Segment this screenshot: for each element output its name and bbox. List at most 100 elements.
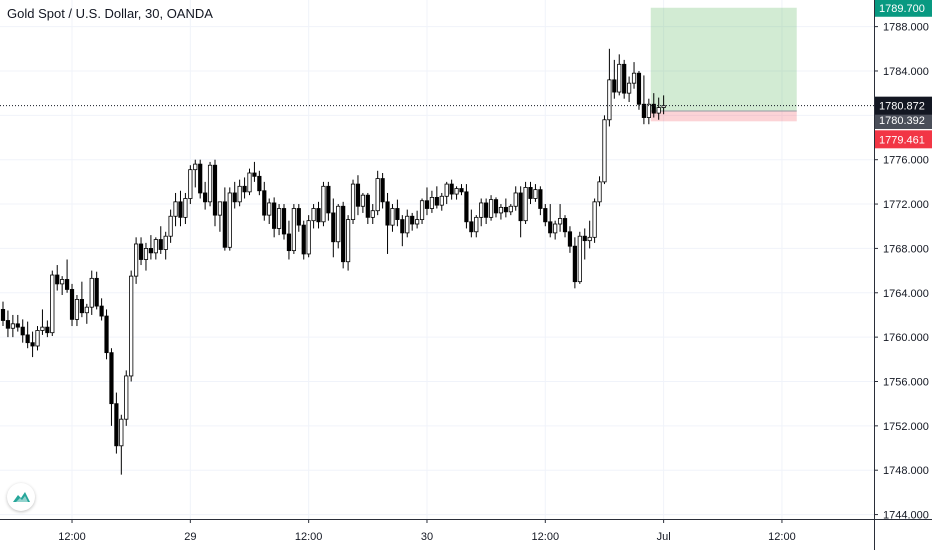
candle-body xyxy=(286,233,292,252)
candle-body xyxy=(557,218,563,225)
candle-body xyxy=(479,202,484,218)
target-price-tag-bg xyxy=(875,0,932,17)
candle-body xyxy=(64,279,70,290)
candle-body xyxy=(405,215,410,234)
candle-body xyxy=(641,103,647,118)
candle-body xyxy=(355,183,361,207)
time-tick-label: Jul xyxy=(657,531,671,543)
candle-body xyxy=(410,215,415,225)
candle-body xyxy=(193,163,198,171)
candle-body xyxy=(341,205,346,263)
candle-body xyxy=(592,201,597,238)
candle-body xyxy=(400,219,405,234)
candle-body xyxy=(291,208,296,252)
candle-body xyxy=(257,175,262,192)
time-tick-label: 29 xyxy=(184,531,196,543)
time-tick-label: 12:00 xyxy=(295,531,323,543)
candle-body xyxy=(237,185,242,203)
candle-body xyxy=(262,190,267,216)
candle-body xyxy=(124,375,129,420)
candle-body xyxy=(577,235,582,283)
candle-body xyxy=(281,208,287,235)
candle-body xyxy=(45,326,50,334)
candle-body xyxy=(434,196,439,206)
candle-body xyxy=(35,330,40,347)
candle-body xyxy=(94,277,99,307)
candle-body xyxy=(518,192,523,222)
tradingview-logo-icon[interactable] xyxy=(7,483,35,511)
candle-body xyxy=(498,206,504,214)
candle-body xyxy=(449,183,454,195)
candle-body xyxy=(627,82,632,94)
candle-body xyxy=(276,208,282,229)
candle-body xyxy=(183,198,188,218)
candle-body xyxy=(553,223,558,234)
candle-body xyxy=(617,63,622,93)
candle-body xyxy=(10,323,15,329)
candle-body xyxy=(503,206,508,213)
candle-body xyxy=(79,299,84,314)
candle-body xyxy=(203,192,208,203)
candle-body xyxy=(612,79,617,93)
candle-body xyxy=(311,208,316,222)
candle-body xyxy=(488,199,494,218)
candle-body xyxy=(429,196,435,209)
candle-body xyxy=(40,326,45,331)
candle-body xyxy=(69,289,75,320)
price-tick-label: 1776.000 xyxy=(883,155,929,167)
candle-body xyxy=(597,181,602,203)
price-tick-label: 1764.000 xyxy=(883,288,929,300)
candle-body xyxy=(454,188,459,195)
candle-body xyxy=(188,169,193,199)
candle-body xyxy=(651,103,656,114)
candle-body xyxy=(607,79,612,121)
time-tick-label: 12:00 xyxy=(58,531,86,543)
candle-body xyxy=(242,185,247,193)
target-price-tag: 1789.700 xyxy=(879,3,925,15)
candle-body xyxy=(296,208,301,226)
candle-body xyxy=(390,208,395,226)
candle-body xyxy=(272,202,277,229)
candle-body xyxy=(395,208,400,220)
current-price-tag-bg xyxy=(875,96,932,115)
candle-body xyxy=(5,320,11,329)
candle-body xyxy=(424,200,430,209)
candle-body xyxy=(15,323,20,328)
candle-body xyxy=(562,218,568,233)
candle-body xyxy=(331,212,336,243)
price-tick-label: 1772.000 xyxy=(883,199,929,211)
candle-body xyxy=(138,243,144,260)
chart-title: Gold Spot / U.S. Dollar, 30, OANDA xyxy=(7,6,213,21)
candle-body xyxy=(336,205,341,243)
candle-body xyxy=(513,192,518,207)
candle-body xyxy=(321,185,326,223)
candle-body xyxy=(148,248,153,254)
candle-body xyxy=(178,201,183,218)
time-tick-label: 30 xyxy=(421,531,433,543)
candle-body xyxy=(375,178,380,212)
candles xyxy=(0,48,666,475)
candle-body xyxy=(602,119,607,183)
candle-body xyxy=(89,277,94,308)
candle-body xyxy=(631,72,637,84)
candle-body xyxy=(636,72,642,105)
candle-body xyxy=(474,216,479,233)
candle-body xyxy=(528,187,533,199)
candle-body xyxy=(484,202,489,218)
price-tick-label: 1768.000 xyxy=(883,243,929,255)
candle-body xyxy=(469,221,474,233)
candle-body xyxy=(104,315,109,354)
candle-body xyxy=(380,178,385,203)
candle-body xyxy=(129,275,134,377)
candle-body xyxy=(0,309,6,321)
price-tick-label: 1788.000 xyxy=(883,22,929,34)
time-tick-label: 12:00 xyxy=(768,531,796,543)
grid-lines xyxy=(0,0,874,519)
candle-body xyxy=(227,192,232,248)
candle-body xyxy=(533,189,538,199)
candle-body xyxy=(163,235,168,250)
candle-body xyxy=(222,201,227,248)
candle-body xyxy=(385,201,390,226)
candle-body xyxy=(168,215,173,237)
